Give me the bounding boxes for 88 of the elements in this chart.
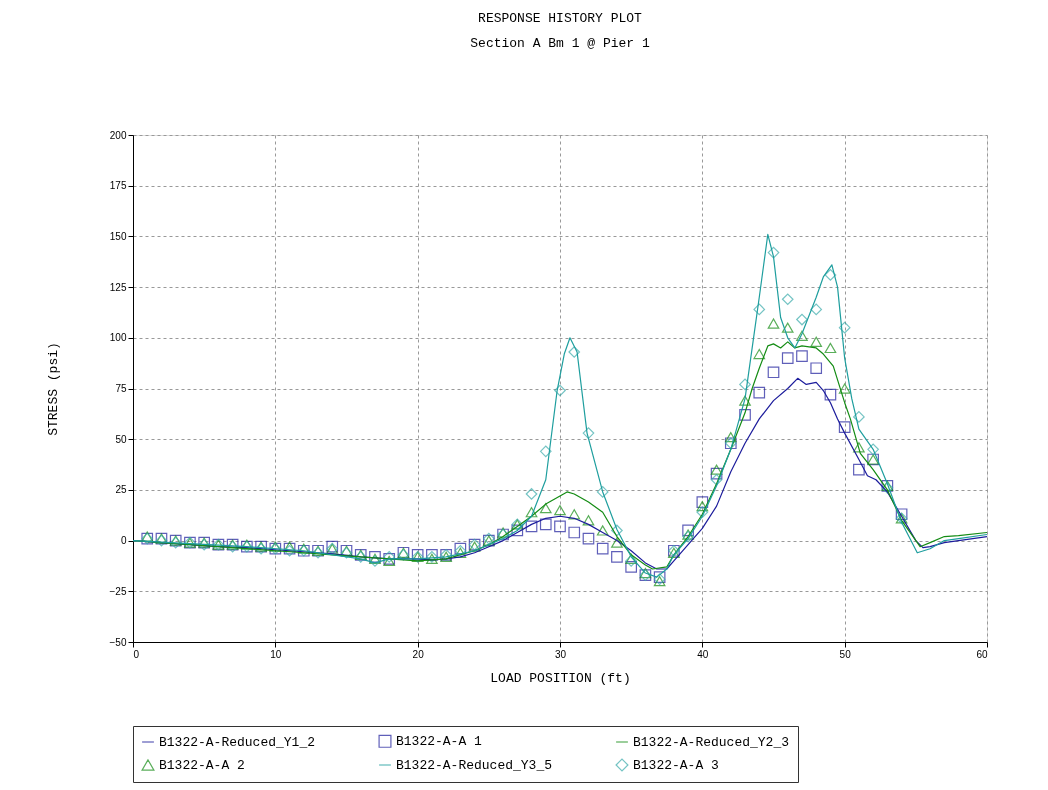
x-tick-label: 10: [270, 648, 282, 660]
point: [781, 293, 794, 306]
y-tick-label: −25: [109, 585, 127, 597]
point: [511, 524, 524, 537]
point: [853, 463, 865, 476]
point: [710, 467, 723, 480]
point: [611, 550, 623, 563]
point: [781, 352, 794, 364]
point: [539, 503, 552, 514]
point: [710, 473, 723, 486]
chart-title: RESPONSE HISTORY PLOT: [478, 11, 643, 26]
point: [895, 508, 908, 521]
point: [696, 500, 709, 512]
y-tick-label: 75: [115, 383, 127, 394]
chart-subtitle: Section A Bm 1 @ Pier 1: [470, 36, 650, 51]
point: [853, 442, 865, 453]
x-tick-label: 50: [839, 648, 852, 660]
y-tick-label: 200: [109, 129, 127, 141]
point: [810, 303, 823, 316]
y-tick-label: 100: [109, 332, 127, 344]
legend-label: B1322-A-A 2: [159, 758, 245, 773]
y-tick-label: 150: [109, 230, 127, 242]
point: [838, 383, 851, 394]
point: [767, 318, 780, 329]
point: [611, 537, 623, 548]
point: [824, 388, 837, 401]
point: [810, 336, 823, 347]
point: [582, 515, 595, 526]
point: [539, 445, 552, 458]
point: [824, 269, 837, 281]
point: [796, 350, 808, 362]
y-tick-label: 25: [115, 484, 127, 496]
point: [554, 384, 566, 397]
point: [767, 366, 780, 379]
legend-label: B1322-A-Reduced_Y1_2: [159, 735, 316, 750]
y-axis-title: STRESS (psi): [45, 342, 61, 436]
x-tick-label: 20: [412, 648, 425, 660]
legend-label: B1322-A-A 3: [633, 758, 719, 773]
point: [739, 395, 751, 406]
point: [554, 505, 566, 516]
point: [739, 378, 751, 391]
point: [781, 322, 794, 333]
point: [753, 348, 766, 360]
point: [611, 524, 623, 537]
point: [696, 496, 709, 508]
x-axis-title: LOAD POSITION (ft): [490, 670, 631, 686]
point: [767, 246, 780, 259]
point: [554, 520, 566, 533]
point: [810, 362, 823, 375]
x-tick-label: 30: [554, 648, 567, 660]
x-tick-label: 60: [976, 648, 988, 660]
point: [525, 507, 538, 518]
point: [696, 506, 709, 519]
y-tick-label: 50: [115, 433, 127, 445]
y-tick-label: −50: [109, 636, 127, 648]
legend-label: B1322-A-Reduced_Y2_3: [633, 735, 790, 750]
legend-label: B1322-A-Reduced_Y3_5: [396, 758, 553, 773]
point: [596, 486, 609, 498]
point: [568, 346, 581, 358]
point: [753, 303, 766, 316]
point: [682, 524, 694, 537]
point: [596, 525, 609, 536]
point: [838, 421, 851, 433]
x-tick-label: 0: [133, 648, 140, 660]
point: [710, 464, 723, 475]
point: [539, 518, 552, 531]
point: [867, 443, 879, 456]
point: [582, 532, 595, 545]
point: [525, 520, 538, 533]
y-tick-label: 175: [109, 180, 127, 192]
point: [596, 542, 609, 555]
point: [796, 313, 808, 326]
legend-label: B1322-A-A 1: [396, 734, 483, 750]
point: [739, 409, 751, 421]
point: [824, 342, 837, 354]
point: [582, 427, 595, 439]
point: [853, 411, 865, 423]
x-tick-label: 40: [697, 648, 709, 660]
point: [724, 432, 737, 443]
point: [796, 330, 808, 341]
point: [625, 561, 638, 573]
point: [568, 526, 581, 539]
y-tick-label: 125: [109, 281, 127, 293]
point: [568, 509, 581, 520]
point: [753, 386, 766, 399]
y-tick-label: 0: [120, 535, 127, 547]
point: [838, 321, 851, 334]
point: [525, 488, 538, 500]
